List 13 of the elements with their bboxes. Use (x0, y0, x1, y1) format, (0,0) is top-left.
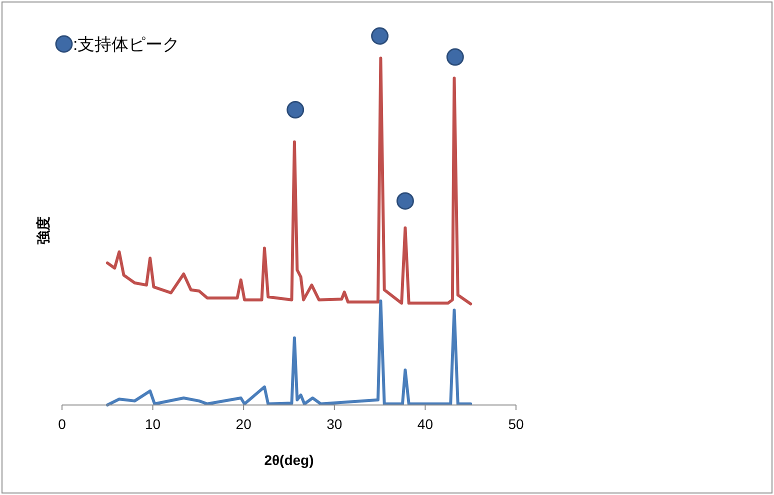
y-axis-title: 強度 (35, 216, 51, 244)
point (371, 27, 389, 45)
legend-label: :支持体ピーク (73, 35, 180, 54)
point (396, 192, 414, 210)
x-tick-label: 0 (58, 416, 66, 432)
x-tick-label: 10 (145, 416, 161, 432)
x-tick-label: 50 (508, 416, 524, 432)
point (286, 101, 304, 119)
point (446, 48, 464, 66)
x-tick-label: 20 (236, 416, 252, 432)
x-tick-label: 30 (326, 416, 342, 432)
x-axis-title: 2θ(deg) (264, 452, 314, 468)
x-tick-label: 40 (417, 416, 434, 432)
